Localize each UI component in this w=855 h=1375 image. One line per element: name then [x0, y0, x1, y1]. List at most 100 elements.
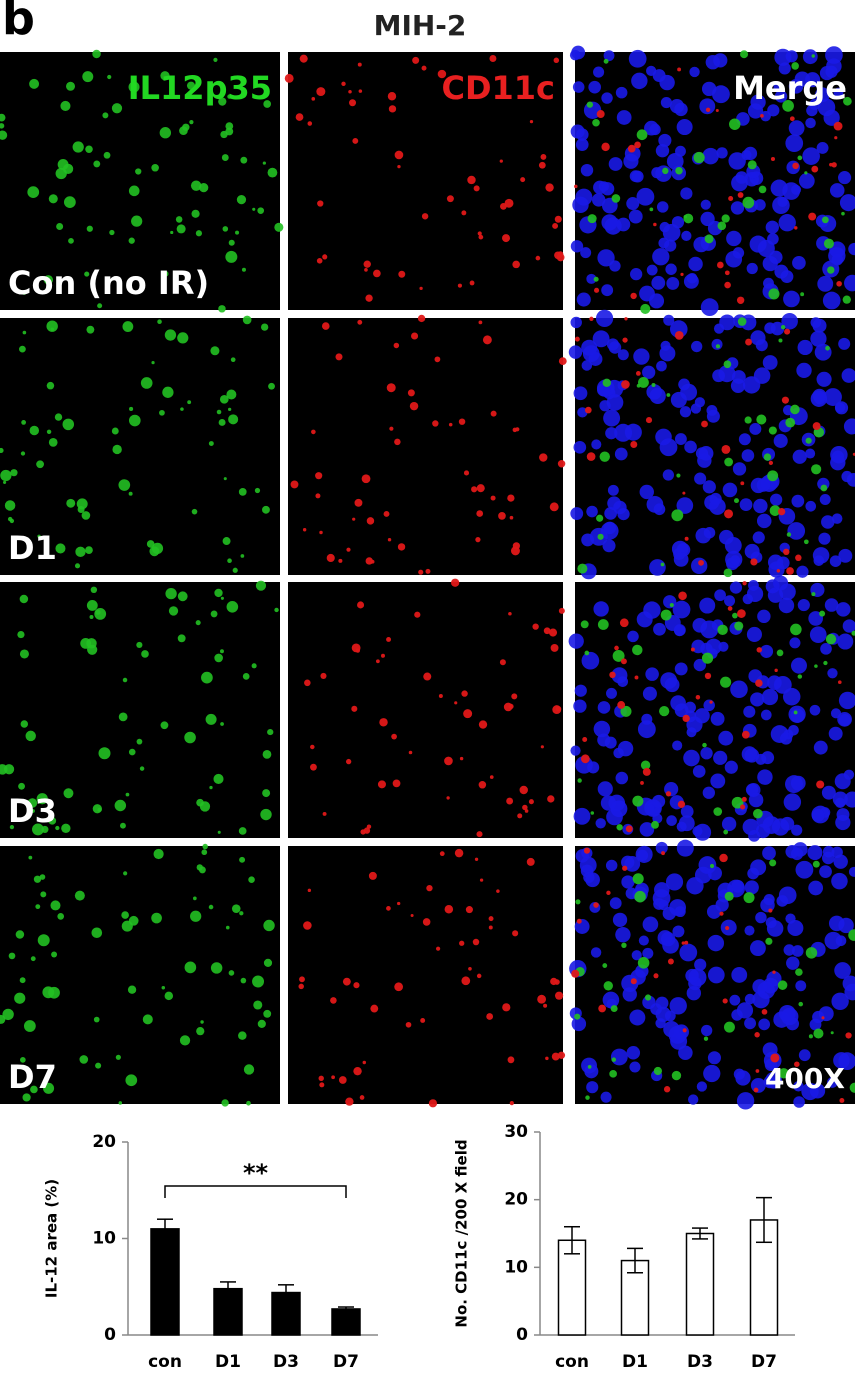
cell — [226, 389, 237, 400]
cell — [151, 912, 162, 924]
bar — [331, 1308, 361, 1336]
cell — [605, 427, 618, 440]
cell — [411, 332, 419, 340]
cell — [357, 319, 363, 325]
cell — [700, 199, 711, 210]
cell — [659, 221, 671, 233]
cell — [299, 54, 308, 63]
cell — [639, 484, 654, 500]
cell — [790, 623, 802, 636]
cell — [827, 266, 835, 274]
cell — [263, 919, 275, 932]
cell — [507, 1056, 515, 1064]
cell — [142, 1014, 153, 1025]
cell — [651, 167, 663, 179]
cell — [671, 216, 685, 229]
cell — [736, 296, 745, 304]
y-tick-label: 0 — [104, 1325, 116, 1345]
cell — [844, 274, 855, 292]
cell — [538, 161, 546, 169]
cell — [423, 672, 432, 681]
cell — [115, 1054, 121, 1060]
cell — [678, 591, 687, 601]
cell — [364, 268, 368, 272]
cell — [788, 120, 805, 137]
cell — [262, 789, 271, 798]
cell — [645, 667, 659, 681]
cell — [184, 731, 196, 744]
cell — [756, 478, 771, 492]
cell — [630, 978, 637, 985]
cell — [93, 160, 101, 168]
cell — [791, 824, 803, 836]
cell — [714, 589, 726, 602]
cell — [780, 325, 786, 330]
cell — [55, 543, 66, 554]
cell — [746, 783, 761, 798]
cell — [742, 376, 761, 394]
cell — [379, 718, 388, 727]
cell — [240, 554, 245, 558]
cell — [662, 906, 676, 921]
cell — [702, 742, 707, 748]
cell — [317, 200, 324, 207]
cell — [718, 365, 736, 383]
cell — [79, 1055, 89, 1064]
cell — [274, 222, 284, 232]
cell — [731, 174, 748, 192]
micrograph — [288, 578, 565, 838]
cell — [549, 502, 559, 512]
cell — [199, 182, 209, 193]
cell — [524, 809, 529, 813]
cell — [574, 336, 580, 342]
cell — [168, 606, 179, 616]
cell — [239, 911, 244, 916]
cell — [636, 129, 648, 141]
micrograph — [569, 45, 855, 317]
cell — [684, 940, 689, 945]
cell — [843, 418, 855, 435]
cell — [778, 597, 795, 614]
cell — [619, 618, 629, 628]
cell — [810, 317, 822, 328]
cell — [50, 900, 61, 911]
cell — [302, 528, 307, 532]
cell — [550, 643, 559, 652]
cell — [760, 110, 771, 122]
cell — [27, 186, 40, 198]
cell — [593, 902, 599, 908]
cell — [816, 371, 832, 387]
cell — [482, 335, 492, 345]
cell — [421, 213, 429, 220]
cell — [593, 720, 611, 738]
cell — [584, 1064, 599, 1079]
cell — [322, 811, 327, 816]
cell — [545, 1056, 549, 1061]
cell — [677, 800, 686, 808]
cell — [802, 49, 818, 65]
cell — [91, 927, 103, 939]
cell — [829, 183, 845, 198]
cell — [23, 1020, 36, 1032]
cell — [394, 438, 401, 446]
cell — [700, 298, 719, 317]
cell — [704, 672, 712, 680]
cell — [774, 48, 792, 66]
cell — [653, 503, 666, 516]
cell — [726, 230, 742, 247]
cell — [768, 561, 785, 578]
cell — [788, 705, 806, 723]
cell — [803, 539, 809, 545]
cell — [331, 1075, 335, 1080]
cell — [625, 825, 633, 833]
cell — [606, 394, 624, 411]
cell — [671, 1070, 682, 1081]
cell — [335, 353, 343, 361]
cell — [405, 1021, 412, 1028]
cell — [201, 671, 213, 684]
cell — [686, 727, 697, 738]
cell — [838, 917, 854, 934]
cell — [737, 192, 744, 198]
cell — [274, 607, 279, 613]
cell — [634, 890, 646, 903]
